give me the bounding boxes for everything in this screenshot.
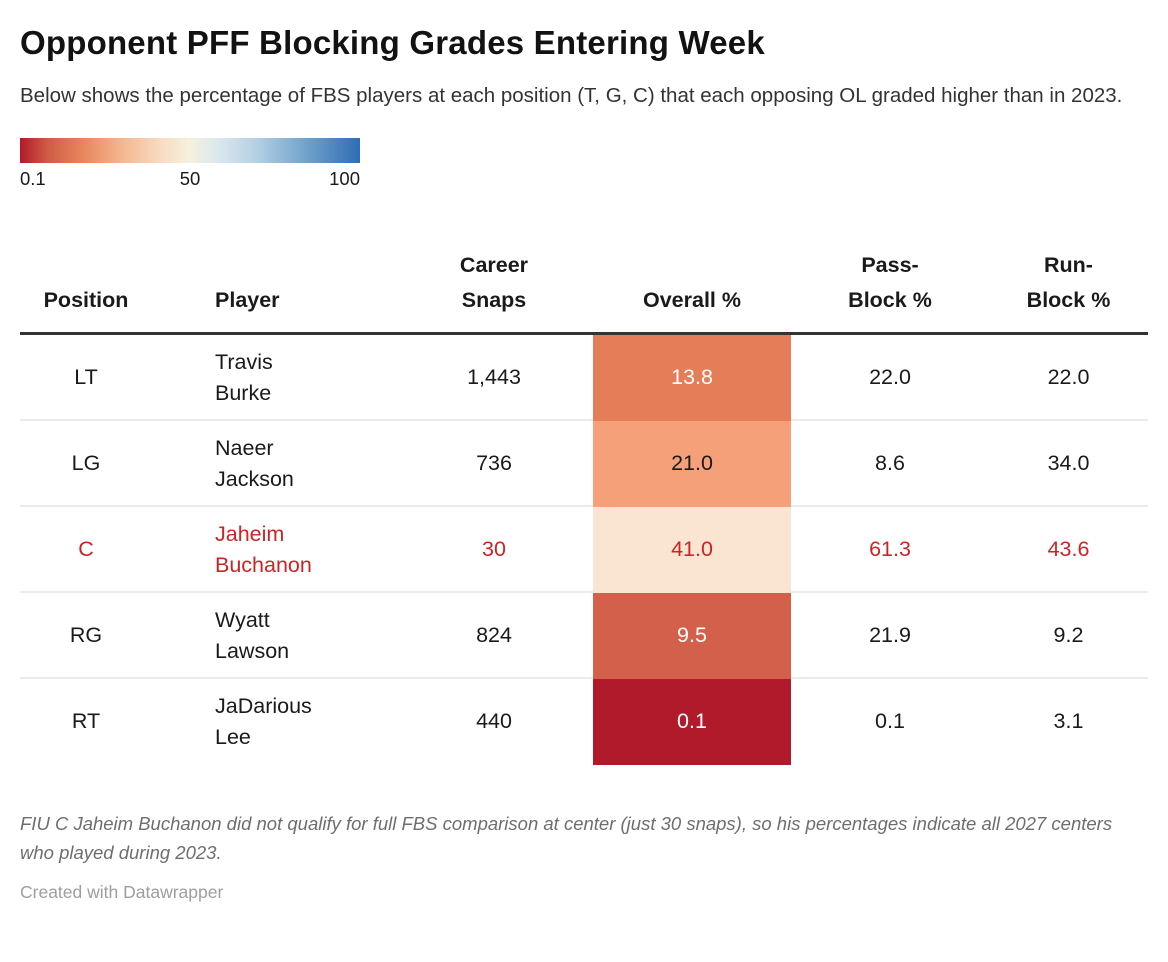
legend-tick-max: 100 [329,168,360,190]
run-block-cell: 34.0 [1047,451,1090,476]
column-header-run-block-: Run- Block % [1026,253,1111,313]
color-scale-legend: 0.1 50 100 [20,138,360,192]
pass-block-cell: 21.9 [869,623,911,648]
run-block-cell: 43.6 [1047,537,1090,562]
table-row: LG Naeer Jackson 736 21.0 8.6 34.0 [20,420,1148,507]
overall-cell: 21.0 [593,420,791,507]
legend-gradient-bar [20,138,360,164]
run-block-cell: 22.0 [1047,365,1090,390]
overall-cell: 0.1 [593,678,791,765]
legend-tick-min: 0.1 [20,168,46,190]
career-snaps-cell: 440 [476,709,512,734]
career-snaps-cell: 30 [482,537,506,562]
table-row: RT JaDarious Lee 440 0.1 0.1 3.1 [20,678,1148,765]
chart-subtitle: Below shows the percentage of FBS player… [20,84,1123,107]
career-snaps-cell: 736 [476,451,512,476]
player-cell: JaDarious Lee [215,693,312,749]
position-cell: C [78,537,94,562]
run-block-cell: 9.2 [1053,623,1084,648]
overall-cell: 41.0 [593,506,791,593]
legend-tick-mid: 50 [179,168,201,190]
player-cell: Wyatt Lawson [215,607,290,663]
pass-block-cell: 61.3 [869,537,911,562]
player-cell: Naeer Jackson [215,435,294,491]
data-table: Position Player Career Snaps Overall % Pass- B… [20,248,1148,765]
legend-labels: 0.1 50 100 [20,168,360,192]
position-cell: LT [74,365,98,390]
player-cell: Jaheim Buchanon [215,521,312,577]
table-body: LT Travis Burke 1,443 13.8 22.0 22.0 LG Naeer Jac… [20,334,1148,765]
column-header-position: Position [43,288,129,313]
position-cell: RT [71,709,101,734]
career-snaps-cell: 1,443 [467,365,521,390]
overall-cell: 13.8 [593,334,791,421]
table-row: C Jaheim Buchanon 30 41.0 61.3 43.6 [20,506,1148,593]
table-header-row: Position Player Career Snaps Overall % Pass- B… [20,248,1148,335]
position-cell: LG [71,451,101,476]
overall-cell: 9.5 [593,592,791,679]
column-header-pass-block-: Pass- Block % [848,253,932,313]
column-header-career-snaps: Career Snaps [459,253,529,313]
pass-block-cell: 8.6 [875,451,905,476]
attribution-link[interactable]: Created with Datawrapper [20,882,224,903]
chart-container: Opponent PFF Blocking Grades Entering We… [20,24,1148,903]
player-cell: Travis Burke [215,349,273,405]
chart-footnote: FIU C Jaheim Buchanon did not qualify fo… [20,812,1113,864]
pass-block-cell: 0.1 [875,709,905,734]
table-row: RG Wyatt Lawson 824 9.5 21.9 9.2 [20,592,1148,679]
column-header-player: Player [215,288,280,313]
run-block-cell: 3.1 [1053,709,1084,734]
column-header-overall-: Overall % [643,288,741,313]
position-cell: RG [69,623,103,648]
table-row: LT Travis Burke 1,443 13.8 22.0 22.0 [20,334,1148,421]
career-snaps-cell: 824 [476,623,512,648]
chart-title: Opponent PFF Blocking Grades Entering We… [20,24,765,61]
pass-block-cell: 22.0 [869,365,911,390]
